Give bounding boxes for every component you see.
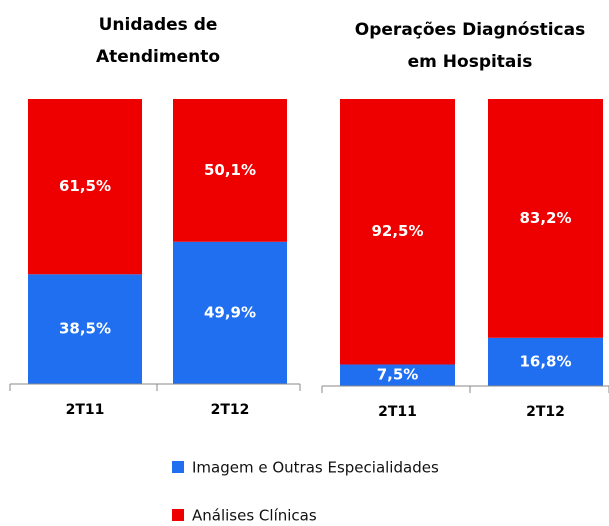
bar-segment: [340, 99, 455, 365]
bar-segment: [488, 337, 603, 386]
value-label: 92,5%: [371, 222, 423, 240]
x-tick-label: 2T11: [378, 404, 417, 420]
x-tick-label: 2T11: [66, 402, 105, 418]
value-label: 16,8%: [519, 352, 571, 370]
x-tick-label: 2T12: [211, 402, 250, 418]
legend-swatch: [172, 461, 184, 473]
value-label: 50,1%: [204, 161, 256, 179]
bar-segment: [340, 364, 455, 386]
chart-title: em Hospitais: [408, 52, 533, 72]
bar-segment: [28, 274, 142, 384]
chart-title: Operações Diagnósticas: [355, 20, 585, 40]
bar-segment: [488, 99, 603, 338]
bar-segment: [28, 99, 142, 275]
bar-segment: [173, 99, 287, 242]
x-tick-label: 2T12: [526, 404, 565, 420]
legend-label: Imagem e Outras Especialidades: [192, 459, 439, 477]
value-label: 61,5%: [59, 177, 111, 195]
value-label: 38,5%: [59, 320, 111, 338]
value-label: 7,5%: [377, 366, 419, 384]
legend-label: Análises Clínicas: [192, 507, 317, 525]
legend-swatch: [172, 509, 184, 521]
bar-segment: [173, 241, 287, 384]
value-label: 49,9%: [204, 303, 256, 321]
chart-title: Atendimento: [96, 47, 220, 67]
value-label: 83,2%: [519, 209, 571, 227]
chart-title: Unidades de: [99, 15, 218, 35]
